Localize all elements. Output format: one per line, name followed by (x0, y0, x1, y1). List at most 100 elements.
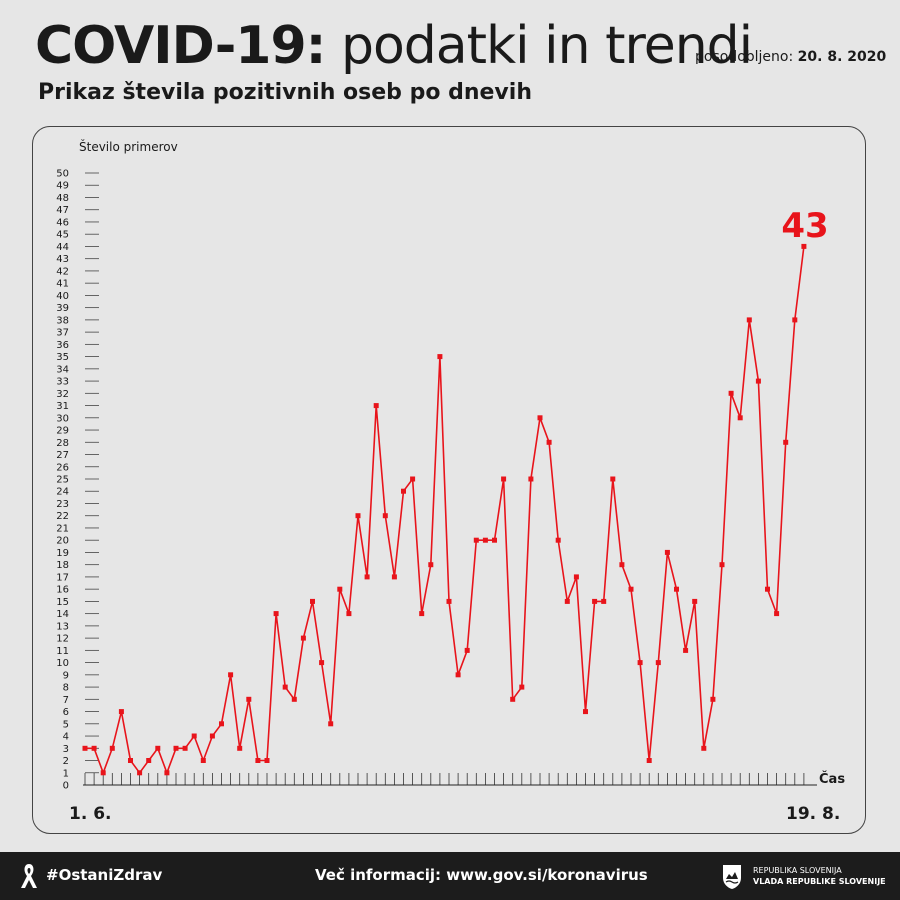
data-point (300, 635, 306, 641)
data-point (246, 696, 252, 702)
data-point (555, 537, 561, 543)
data-point (601, 598, 607, 604)
data-point (528, 476, 534, 482)
y-tick-label: 33 (56, 377, 69, 388)
data-point (501, 476, 507, 482)
y-tick-label: 35 (56, 352, 69, 363)
latest-value-label: 43 (781, 206, 828, 246)
data-point (701, 745, 707, 751)
data-point (164, 770, 170, 776)
x-end-label: 19. 8. (786, 804, 840, 824)
data-point (419, 611, 425, 617)
y-tick-label: 10 (56, 658, 69, 669)
footer-bar: #OstaniZdrav Več informacij: www.gov.si/… (0, 852, 900, 900)
data-point (746, 317, 752, 323)
data-point (173, 745, 179, 751)
data-point (391, 574, 397, 580)
y-tick-label: 38 (56, 315, 69, 326)
data-point (355, 513, 361, 519)
page-title: COVID-19: podatki in trendi (35, 14, 753, 78)
data-points (82, 243, 807, 776)
data-point (191, 733, 197, 739)
y-tick-label: 5 (63, 719, 69, 730)
data-point (510, 696, 516, 702)
y-axis-label: Število primerov (79, 139, 178, 154)
data-point (219, 721, 224, 727)
data-point (437, 354, 443, 360)
updated-label: posodobljeno: (695, 49, 794, 65)
y-tick-label: 29 (56, 426, 69, 437)
data-point (200, 758, 206, 763)
data-point (346, 611, 352, 617)
y-tick-label: 4 (63, 732, 69, 743)
title-bold: COVID-19: (35, 16, 326, 76)
data-point (264, 758, 270, 763)
data-point (310, 598, 315, 604)
y-tick-label: 1 (63, 768, 69, 779)
more-info-link[interactable]: Več informacij: www.gov.si/koronavirus (315, 866, 648, 884)
data-point (783, 439, 789, 445)
y-tick-label: 17 (56, 572, 69, 583)
y-tick-label: 21 (56, 523, 69, 534)
chart-panel: 0 1 2 3 4 5 6 7 8 9 10 11 12 13 14 15 16 17 18 19 20 21 22 23 24… (32, 126, 866, 834)
data-point (765, 586, 770, 592)
y-tick-label: 44 (56, 242, 69, 253)
line-chart: 0123456789101112131415161718192021222324… (56, 139, 845, 824)
data-point (137, 770, 143, 776)
data-point (610, 476, 616, 482)
y-tick-label: 0 (63, 781, 69, 792)
y-axis-ticks: 0123456789101112131415161718192021222324… (56, 169, 99, 792)
y-tick-label: 18 (56, 560, 69, 571)
y-tick-label: 14 (56, 609, 69, 620)
data-point (328, 721, 334, 727)
y-tick-label: 3 (63, 744, 69, 755)
data-point (564, 598, 570, 604)
data-point (337, 586, 343, 592)
data-point (373, 403, 379, 409)
data-point (719, 562, 725, 568)
y-tick-label: 7 (63, 695, 69, 706)
data-point (692, 598, 698, 604)
chart-subtitle: Prikaz števila pozitivnih oseb po dnevih (38, 80, 532, 105)
y-tick-label: 28 (56, 438, 69, 449)
data-point (492, 537, 497, 543)
data-point (118, 709, 124, 715)
data-point (128, 758, 133, 763)
data-point (401, 488, 406, 494)
data-point (774, 611, 780, 617)
data-point (583, 709, 588, 715)
data-point (728, 390, 734, 396)
data-point (282, 684, 288, 690)
data-point (273, 611, 279, 617)
data-point (255, 758, 261, 763)
updated-date: 20. 8. 2020 (797, 49, 887, 65)
y-tick-label: 24 (56, 487, 69, 498)
data-point (209, 733, 215, 739)
y-tick-label: 19 (56, 548, 69, 559)
data-point (100, 770, 106, 776)
data-point (619, 562, 625, 568)
series-line (85, 246, 805, 776)
y-tick-label: 46 (56, 217, 69, 228)
y-tick-label: 6 (63, 707, 69, 718)
updated-info: posodobljeno: 20. 8. 2020 (695, 49, 886, 65)
gov-line-2: VLADA REPUBLIKE SLOVENIJE (753, 877, 886, 886)
data-point (664, 549, 670, 555)
y-tick-label: 25 (56, 475, 69, 486)
data-point (546, 439, 552, 445)
y-tick-label: 11 (56, 646, 69, 657)
y-tick-label: 9 (63, 670, 69, 681)
y-tick-label: 22 (56, 511, 69, 522)
title-light: podatki in trendi (340, 16, 753, 76)
data-point (801, 243, 807, 249)
data-point (737, 415, 743, 421)
data-point (228, 672, 234, 678)
y-tick-label: 50 (56, 169, 69, 180)
data-point (455, 672, 461, 678)
data-point (755, 378, 761, 384)
y-tick-label: 8 (63, 683, 69, 694)
data-point (646, 758, 652, 763)
y-tick-label: 41 (56, 279, 69, 290)
data-point (683, 647, 689, 653)
data-point (146, 758, 152, 763)
